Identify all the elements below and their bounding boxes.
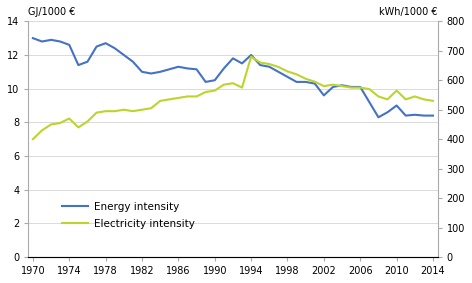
Energy intensity [421,114,427,117]
Electricity intensity [148,106,154,110]
Electricity intensity [403,98,409,101]
Energy intensity [357,85,363,89]
Electricity intensity [157,99,163,102]
Energy intensity [30,37,36,40]
Electricity intensity [430,99,436,102]
Electricity intensity [30,138,36,141]
Electricity intensity [239,86,245,89]
Electricity intensity [176,96,181,100]
Energy intensity [430,114,436,117]
Energy intensity [176,65,181,68]
Energy intensity [148,72,154,75]
Energy intensity [267,65,272,68]
Energy intensity [248,53,254,57]
Energy intensity [312,82,318,85]
Energy intensity [321,94,327,97]
Text: GJ/1000 €: GJ/1000 € [28,7,76,17]
Energy intensity [167,68,172,71]
Energy intensity [239,62,245,65]
Energy intensity [285,75,290,79]
Energy intensity [394,104,399,107]
Energy intensity [39,40,45,43]
Energy intensity [348,85,354,89]
Electricity intensity [357,86,363,89]
Energy intensity [230,57,236,60]
Electricity intensity [194,95,199,98]
Line: Energy intensity: Energy intensity [33,38,433,117]
Legend: Energy intensity, Electricity intensity: Energy intensity, Electricity intensity [58,197,199,233]
Electricity intensity [257,61,263,64]
Energy intensity [94,45,100,48]
Energy intensity [412,113,418,116]
Electricity intensity [212,89,218,92]
Electricity intensity [312,80,318,83]
Electricity intensity [366,87,372,91]
Electricity intensity [130,110,136,113]
Electricity intensity [267,62,272,66]
Energy intensity [294,80,299,83]
Energy intensity [84,60,90,63]
Energy intensity [76,63,81,67]
Electricity intensity [276,65,281,69]
Electricity intensity [230,82,236,85]
Electricity intensity [103,110,109,113]
Electricity intensity [330,83,336,86]
Energy intensity [257,63,263,67]
Electricity intensity [57,121,63,125]
Electricity intensity [139,108,145,112]
Text: kWh/1000 €: kWh/1000 € [379,7,438,17]
Energy intensity [376,115,381,119]
Energy intensity [330,85,336,89]
Electricity intensity [385,98,390,101]
Energy intensity [212,79,218,82]
Electricity intensity [76,126,81,129]
Energy intensity [130,60,136,63]
Energy intensity [203,80,209,83]
Electricity intensity [39,129,45,132]
Electricity intensity [167,98,172,101]
Energy intensity [48,38,54,42]
Electricity intensity [285,70,290,73]
Energy intensity [112,46,118,50]
Electricity intensity [185,95,190,98]
Energy intensity [303,80,309,83]
Electricity intensity [84,120,90,123]
Energy intensity [385,111,390,114]
Energy intensity [403,114,409,117]
Energy intensity [67,43,72,47]
Energy intensity [366,100,372,104]
Electricity intensity [112,110,118,113]
Energy intensity [221,67,227,70]
Energy intensity [185,67,190,70]
Energy intensity [194,68,199,71]
Energy intensity [139,70,145,74]
Electricity intensity [421,98,427,101]
Energy intensity [157,70,163,74]
Electricity intensity [94,111,100,114]
Electricity intensity [67,117,72,120]
Electricity intensity [203,90,209,94]
Electricity intensity [348,86,354,89]
Energy intensity [103,42,109,45]
Electricity intensity [376,95,381,98]
Line: Electricity intensity: Electricity intensity [33,57,433,139]
Electricity intensity [412,95,418,98]
Energy intensity [57,40,63,43]
Electricity intensity [248,55,254,58]
Electricity intensity [303,77,309,80]
Electricity intensity [221,83,227,86]
Electricity intensity [48,123,54,126]
Energy intensity [276,70,281,74]
Energy intensity [339,83,345,87]
Electricity intensity [294,73,299,76]
Electricity intensity [121,108,126,112]
Electricity intensity [339,84,345,88]
Electricity intensity [394,89,399,92]
Electricity intensity [321,84,327,88]
Energy intensity [121,53,126,57]
